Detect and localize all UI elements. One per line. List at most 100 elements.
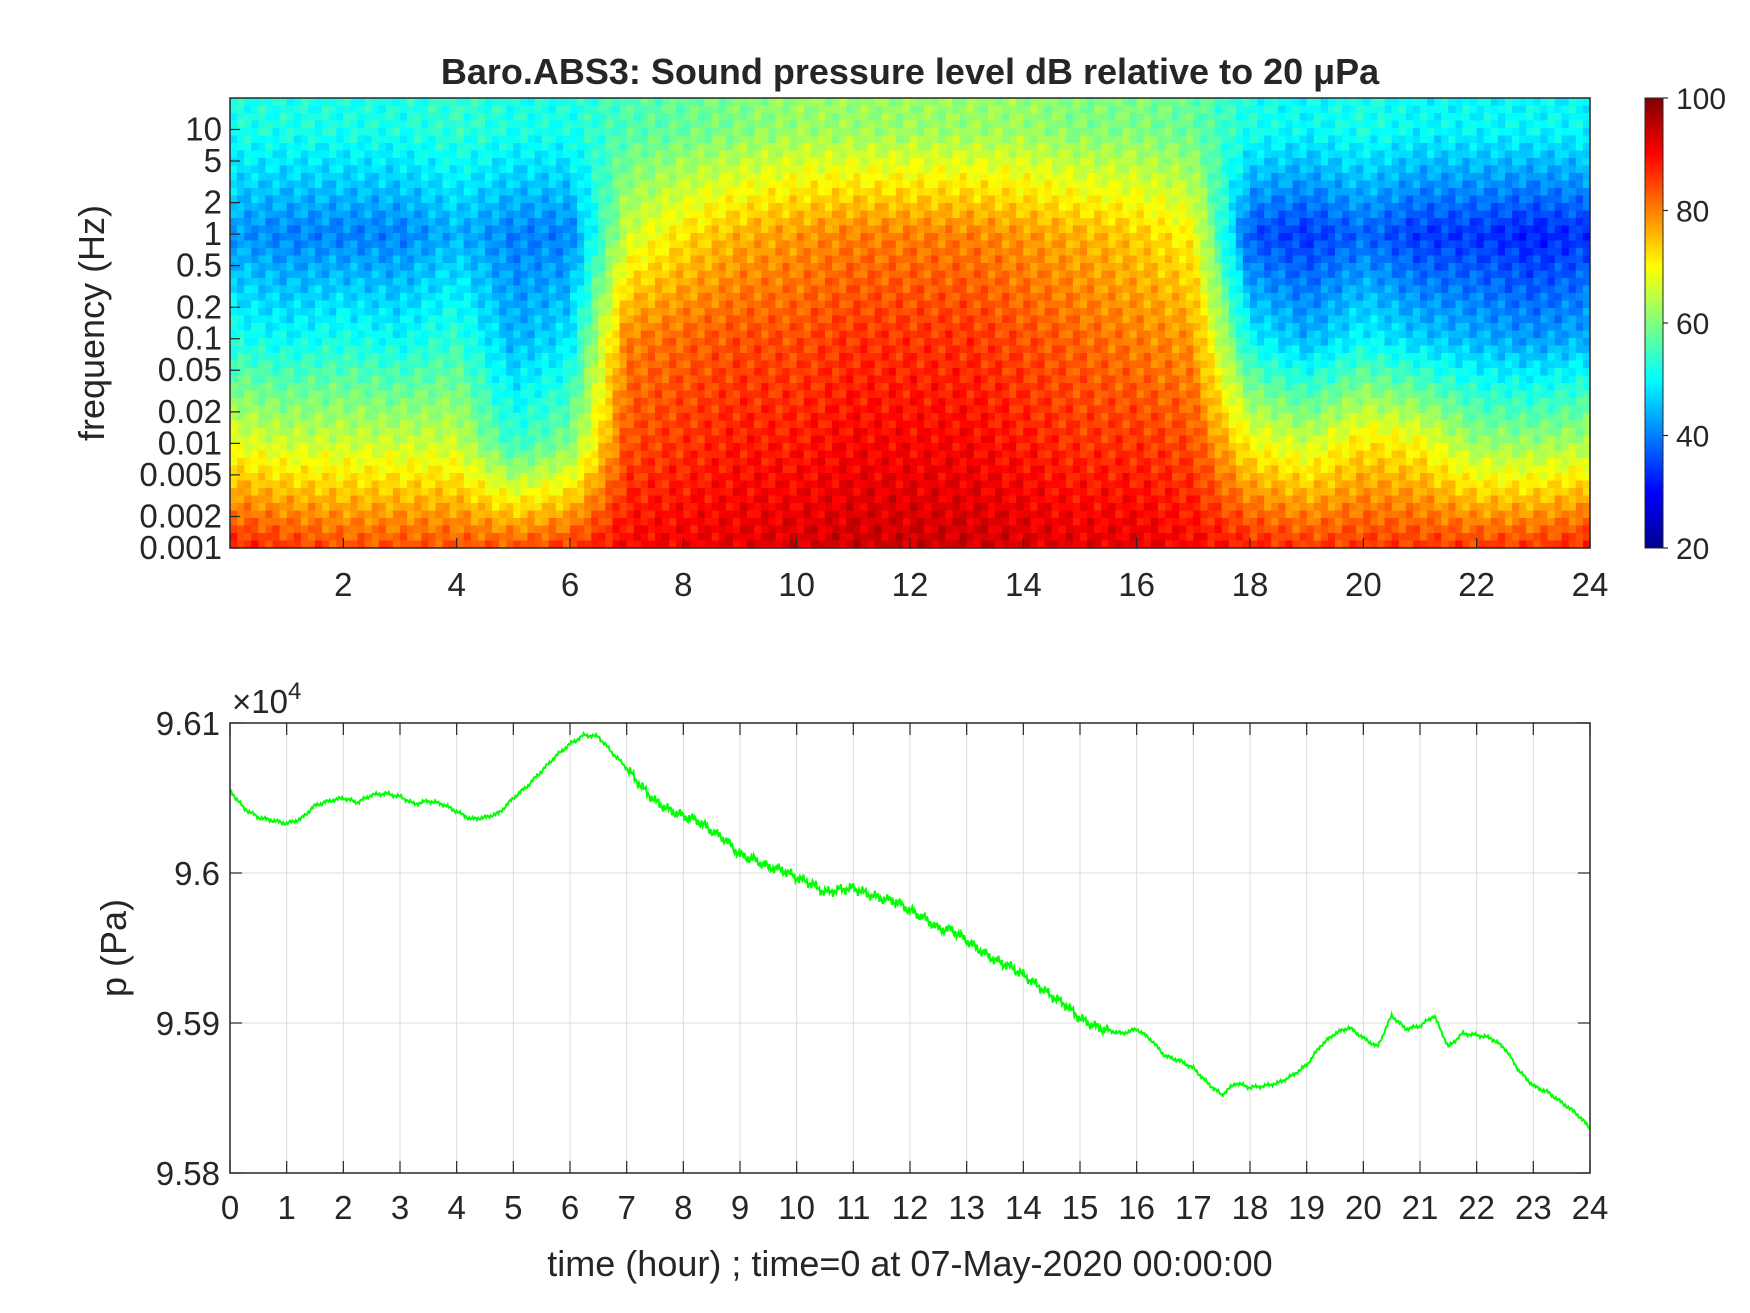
- spectrogram-cell: [626, 240, 635, 249]
- spectrogram-cell: [931, 195, 939, 204]
- spectrogram-cell: [1547, 278, 1556, 287]
- spectrogram-cell: [1398, 188, 1407, 197]
- spectrogram-cell: [1313, 263, 1322, 272]
- spectrogram-cell: [1575, 270, 1584, 279]
- spectrogram-cell: [1505, 240, 1513, 249]
- spectrogram-cell: [1200, 218, 1209, 227]
- spectrogram-cell: [867, 263, 876, 272]
- spectrogram-cell: [768, 270, 777, 279]
- spectrogram-cell: [917, 158, 925, 167]
- spectrogram-cell: [1533, 188, 1542, 197]
- spectrogram-cell: [1363, 278, 1372, 287]
- spectrogram-cell: [584, 248, 592, 257]
- spectrogram-cell: [392, 158, 401, 167]
- spectrogram-cell: [761, 113, 769, 122]
- spectrogram-cell: [1391, 143, 1400, 152]
- spectrogram-cell: [626, 278, 635, 287]
- spectrogram-cell: [924, 203, 932, 212]
- spectrogram-cell: [1561, 180, 1570, 189]
- spectrogram-cell: [1129, 173, 1138, 182]
- spectrogram-cell: [761, 135, 769, 144]
- spectrogram-cell: [612, 218, 621, 227]
- spectrogram-cell: [1016, 188, 1024, 197]
- spectrogram-cell: [286, 233, 295, 242]
- spectrogram-cell: [1150, 285, 1159, 294]
- spectrogram-cell: [456, 248, 465, 257]
- spectrogram-panel: Baro.ABS3: Sound pressure level dB relat…: [71, 51, 1608, 603]
- spectrogram-cell: [1002, 210, 1010, 219]
- spectrogram-cell: [435, 135, 444, 144]
- spectrogram-cell: [803, 285, 812, 294]
- spectrogram-cell: [385, 225, 394, 234]
- spectrogram-cell: [1101, 285, 1109, 294]
- spectrogram-cell: [1235, 143, 1244, 152]
- spectrogram-cell: [1172, 158, 1180, 167]
- spectrogram-cell: [1512, 218, 1520, 227]
- spectrogram-cell: [817, 113, 826, 122]
- spectrogram-cell: [1136, 263, 1145, 272]
- spectrogram-cell: [952, 248, 961, 257]
- spectrogram-cell: [1080, 210, 1088, 219]
- spectrogram-cell: [1356, 203, 1364, 212]
- spectrogram-cell: [598, 270, 607, 279]
- spectrogram-cell: [1512, 240, 1520, 249]
- spectrogram-cell: [1030, 105, 1039, 114]
- spectrogram-cell: [910, 165, 918, 174]
- spectrogram-cell: [895, 278, 904, 287]
- spectrogram-cell: [817, 210, 826, 219]
- spectrogram-cell: [832, 120, 840, 129]
- spectrogram-cell: [789, 203, 798, 212]
- spectrogram-cell: [435, 180, 444, 189]
- spectrogram-cell: [1080, 113, 1088, 122]
- spectrogram-cell: [364, 263, 373, 272]
- spectrogram-cell: [251, 128, 259, 137]
- spectrogram-cell: [1165, 248, 1173, 257]
- spectrogram-cell: [258, 218, 267, 227]
- spectrogram-cell: [1554, 240, 1563, 249]
- spectrogram-cell: [428, 285, 437, 294]
- spectrogram-cell: [1094, 278, 1102, 287]
- spectrogram-cell: [1101, 143, 1109, 152]
- spectrogram-cell: [1058, 165, 1067, 174]
- spectrogram-cell: [1512, 255, 1520, 264]
- spectrogram-cell: [1094, 240, 1102, 249]
- spectrogram-cell: [1214, 203, 1223, 212]
- spectrogram-cell: [286, 240, 295, 249]
- spectrogram-cell: [598, 233, 607, 242]
- spectrogram-cell: [619, 248, 628, 257]
- spectrogram-cell: [1235, 248, 1244, 257]
- spectrogram-cell: [1568, 143, 1577, 152]
- spectrogram-cell: [853, 143, 862, 152]
- spectrogram-cell: [1497, 248, 1506, 257]
- spectrogram-cell: [902, 188, 911, 197]
- spectrogram-cell: [591, 150, 599, 159]
- spectrogram-cell: [938, 120, 947, 129]
- spectrogram-cell: [860, 128, 869, 137]
- spectrogram-cell: [1179, 248, 1187, 257]
- spectrogram-cell: [322, 263, 330, 272]
- spectrogram-cell: [293, 105, 302, 114]
- spectrogram-cell: [534, 263, 543, 272]
- spectrogram-cell: [810, 263, 819, 272]
- spectrogram-cell: [1200, 105, 1209, 114]
- spectrogram-cell: [400, 143, 408, 152]
- spectrogram-cell: [371, 113, 380, 122]
- spectrogram-cell: [938, 195, 947, 204]
- spectrogram-cell: [1412, 233, 1421, 242]
- spectrogram-cell: [832, 240, 840, 249]
- spectrogram-cell: [725, 188, 734, 197]
- spectrogram-cell: [534, 240, 543, 249]
- spectrogram-cell: [1519, 98, 1527, 107]
- spectrogram-cell: [711, 285, 720, 294]
- spectrogram-cell: [732, 233, 741, 242]
- spectrogram-cell: [1434, 128, 1442, 137]
- spectrogram-cell: [470, 225, 479, 234]
- spectrogram-cell: [669, 98, 677, 107]
- spectrogram-cell: [1072, 188, 1081, 197]
- spectrogram-cell: [867, 120, 876, 129]
- spectrogram-cell: [237, 218, 245, 227]
- spectrogram-cell: [534, 225, 543, 234]
- spectrogram-cell: [1264, 158, 1272, 167]
- spectrogram-cell: [704, 203, 713, 212]
- spectrogram-cell: [598, 255, 607, 264]
